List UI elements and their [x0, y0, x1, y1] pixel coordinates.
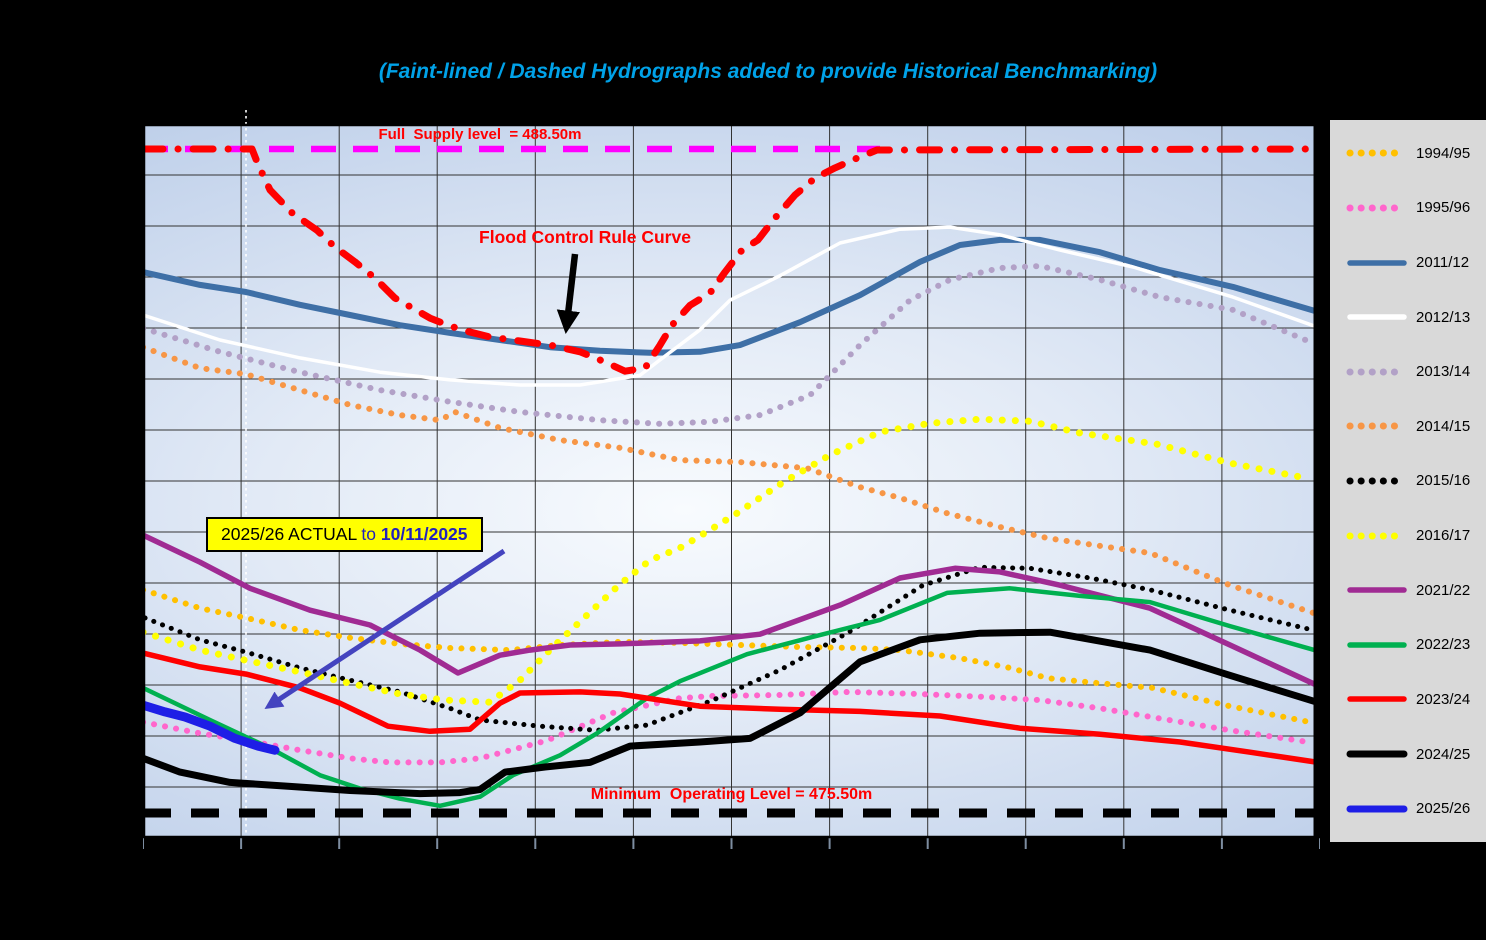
legend-item-2025-26: 2025/26 [1330, 800, 1486, 817]
series-line-2021-22 [143, 532, 1320, 689]
legend-item-2011-12: 2011/12 [1330, 254, 1486, 271]
legend-swatch [1346, 477, 1408, 485]
legend-swatch [1347, 587, 1407, 593]
legend-swatch [1347, 259, 1407, 266]
legend-label: 2021/22 [1416, 581, 1471, 599]
legend-label: 2011/12 [1416, 254, 1470, 272]
chart-subtitle: (Faint-lined / Dashed Hydrographs added … [378, 60, 1158, 83]
series-line-Flood-Control-Rule-Curve [143, 145, 1320, 375]
legend-label: 2012/13 [1416, 308, 1471, 326]
series-line-2014-15 [143, 344, 1316, 616]
legend-swatch [1346, 368, 1408, 376]
legend-swatch [1346, 149, 1408, 157]
legend-swatch [1347, 314, 1407, 320]
legend-item-2021-22: 2021/22 [1330, 582, 1486, 599]
series-line-2022-23 [143, 586, 1320, 809]
legend-label: 2014/15 [1416, 417, 1471, 435]
series-line-2023-24 [143, 650, 1320, 766]
hydrograph-chart [143, 110, 1320, 849]
actual-callout-to: to [361, 524, 381, 544]
legend-swatch [1346, 750, 1408, 758]
series-line-2024-25 [143, 628, 1320, 798]
legend-swatch [1347, 696, 1407, 703]
legend-label: 1994/95 [1416, 144, 1471, 162]
legend-label: 2015/16 [1416, 472, 1471, 490]
legend-swatch [1347, 642, 1407, 648]
actual-callout-date: 10/11/2025 [380, 524, 468, 544]
flood-control-rule-curve-label: Flood Control Rule Curve [479, 227, 691, 247]
series-line-2013-14 [143, 262, 1316, 427]
minimum-operating-level-label: Minimum Operating Level = 475.50m [590, 786, 873, 803]
legend-item-2022-23: 2022/23 [1330, 636, 1486, 653]
legend-item-1995-96: 1995/96 [1330, 199, 1486, 216]
series-line-1995-96 [143, 688, 1311, 766]
legend-item-2023-24: 2023/24 [1330, 691, 1486, 708]
legend-item-2014-15: 2014/15 [1330, 418, 1486, 435]
legend-swatch [1346, 422, 1408, 430]
legend-label: 1995/96 [1416, 199, 1471, 217]
legend-label: 2025/26 [1416, 800, 1471, 818]
legend-item-2016-17: 2016/17 [1330, 527, 1486, 544]
legend-item-2013-14: 2013/14 [1330, 363, 1486, 380]
legend-item-2015-16: 2015/16 [1330, 472, 1486, 489]
chart-legend: 1994/95 1995/96 2011/12 2012/13 2013/14 2014/… [1330, 120, 1486, 842]
series-line-2012-13 [143, 225, 1320, 387]
legend-swatch [1346, 532, 1408, 540]
actual-annotation-arrow [264, 548, 506, 709]
series-line-2025-26 [143, 700, 280, 755]
actual-callout-prefix: 2025/26 ACTUAL [221, 524, 362, 544]
flood-control-arrow [556, 253, 581, 334]
legend-item-2024-25: 2024/25 [1330, 746, 1486, 763]
legend-swatch [1346, 805, 1408, 813]
series-line-2011-12 [143, 236, 1320, 356]
series-line-2016-17 [143, 415, 1309, 706]
series-line-1994-95 [143, 586, 1313, 726]
legend-item-2012-13: 2012/13 [1330, 309, 1486, 326]
actual-to-date-callout: 2025/26 ACTUAL to 10/11/2025 [206, 517, 483, 552]
legend-swatch [1346, 204, 1408, 212]
legend-label: 2022/23 [1416, 636, 1471, 654]
legend-label: 2023/24 [1416, 690, 1471, 708]
legend-label: 2013/14 [1416, 363, 1471, 381]
legend-item-1994-95: 1994/95 [1330, 145, 1486, 162]
legend-label: 2016/17 [1416, 527, 1471, 545]
full-supply-level-label: Full Supply level = 488.50m [378, 126, 582, 143]
legend-label: 2024/25 [1416, 745, 1471, 763]
